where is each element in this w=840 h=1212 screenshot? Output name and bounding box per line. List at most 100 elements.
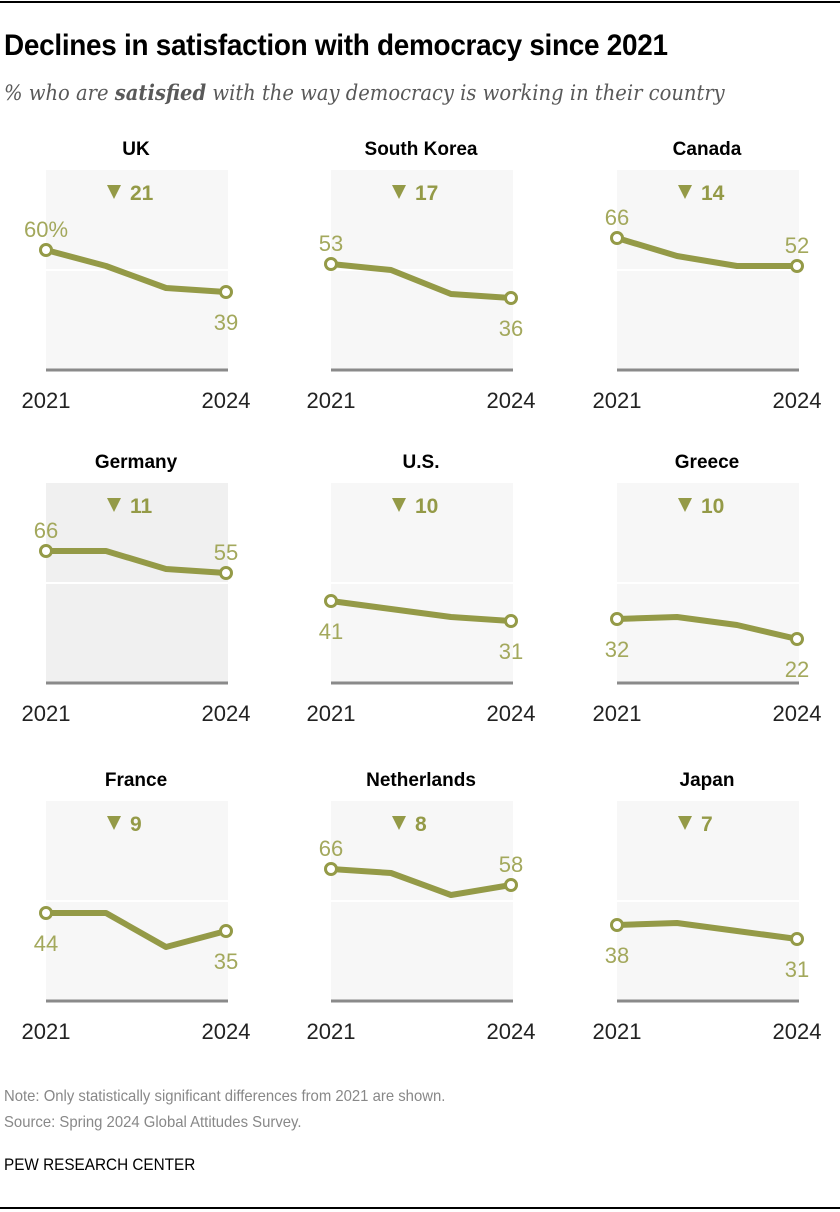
end-point [504,614,518,628]
panel-netherlands: Netherlands 8 66 58 2021 2024 [307,770,536,1044]
country-title: Netherlands [366,770,476,791]
x-tick-label-end: 2024 [773,1019,822,1044]
end-value-label: 58 [499,852,523,877]
start-value-label: 60% [24,217,68,242]
down-triangle-icon [392,816,406,830]
bottom-rule [0,1207,840,1209]
end-value-label: 31 [785,957,809,982]
x-tick-label-start: 2021 [593,701,642,726]
start-value-label: 32 [605,637,629,662]
subtitle-suffix: with the way democracy is working in the… [206,81,725,105]
start-value-label: 66 [34,518,58,543]
x-tick-label-end: 2024 [487,388,536,413]
start-value-label: 41 [319,619,343,644]
end-value-label: 22 [785,657,809,682]
start-value-label: 38 [605,943,629,968]
panel-greece: Greece 10 32 22 2021 2024 [593,452,822,726]
country-title: Canada [673,139,742,160]
x-tick-label-start: 2021 [593,388,642,413]
country-title: Germany [95,452,178,473]
end-point [219,924,233,938]
start-point [324,257,338,271]
series-line [614,235,800,269]
end-point [504,878,518,892]
end-point [504,291,518,305]
x-tick-label-end: 2024 [773,701,822,726]
country-title: UK [122,139,150,160]
panel-u-s: U.S. 10 41 31 2021 2024 [307,452,536,726]
start-point [39,243,53,257]
end-value-label: 52 [785,233,809,258]
x-tick-label-end: 2024 [487,701,536,726]
chart-title: Declines in satisfaction with democracy … [4,29,668,62]
country-title: Greece [675,452,739,473]
delta-value: 17 [415,182,438,205]
start-point [39,544,53,558]
delta-value: 10 [701,495,724,518]
x-tick-label-start: 2021 [307,701,356,726]
down-triangle-icon [678,185,692,199]
chart-subtitle: % who are satisfied with the way democra… [4,80,725,105]
delta-value: 21 [130,182,154,205]
down-triangle-icon [678,816,692,830]
delta-value: 7 [701,813,713,836]
x-tick-label-end: 2024 [487,1019,536,1044]
start-value-label: 66 [319,836,343,861]
brand-label: PEW RESEARCH CENTER [4,1155,196,1174]
down-triangle-icon [107,185,121,199]
x-tick-label-end: 2024 [773,388,822,413]
panel-japan: Japan 7 38 31 2021 2024 [593,770,822,1044]
down-triangle-icon [107,498,121,512]
x-tick-label-start: 2021 [307,1019,356,1044]
start-point [610,918,624,932]
x-tick-label-start: 2021 [22,1019,71,1044]
start-point [39,906,53,920]
start-point [324,594,338,608]
note-text: Note: Only statistically significant dif… [4,1088,446,1105]
start-value-label: 66 [605,205,629,230]
source-text: Source: Spring 2024 Global Attitudes Sur… [4,1114,302,1131]
start-point [610,231,624,245]
x-tick-label-start: 2021 [22,701,71,726]
x-tick-label-start: 2021 [593,1019,642,1044]
end-value-label: 36 [499,316,523,341]
down-triangle-icon [678,498,692,512]
series-line [328,261,514,301]
country-title: South Korea [365,139,478,160]
delta-value: 9 [130,813,142,836]
top-rule [0,1,840,3]
start-value-label: 44 [34,931,58,956]
country-title: U.S. [403,452,440,473]
series-line [614,920,800,942]
x-tick-label-start: 2021 [307,388,356,413]
delta-value: 11 [130,495,153,518]
delta-value: 14 [701,182,725,205]
series-line [614,614,800,642]
down-triangle-icon [107,816,121,830]
end-value-label: 31 [499,639,523,664]
subtitle-emphasis: satisfied [114,80,207,105]
series-line [43,548,229,576]
country-title: Japan [680,770,735,791]
subtitle-prefix: % who are [4,81,115,105]
end-point [219,566,233,580]
panel-canada: Canada 14 66 52 2021 2024 [593,139,822,413]
delta-value: 10 [415,495,438,518]
end-value-label: 39 [214,310,238,335]
start-point [324,862,338,876]
start-value-label: 53 [319,231,343,256]
delta-value: 8 [415,813,427,836]
series-line [328,598,514,624]
panel-germany: Germany 11 66 55 2021 2024 [22,452,251,726]
series-line [43,247,229,295]
panel-france: France 9 44 35 2021 2024 [22,770,251,1044]
x-tick-label-end: 2024 [202,1019,251,1044]
series-line [43,910,229,950]
country-title: France [105,770,167,791]
x-tick-label-end: 2024 [202,701,251,726]
end-point [790,259,804,273]
end-point [219,285,233,299]
end-point [790,632,804,646]
end-value-label: 55 [214,540,238,565]
x-tick-label-start: 2021 [22,388,71,413]
